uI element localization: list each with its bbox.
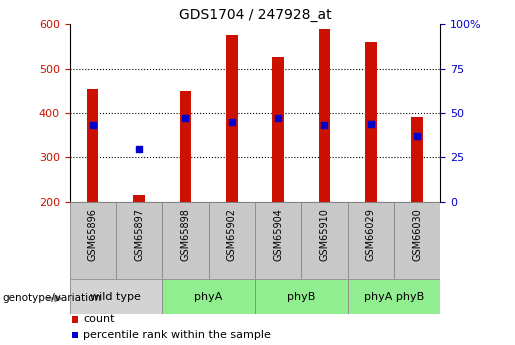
Text: genotype/variation: genotype/variation	[3, 294, 101, 303]
Text: phyA: phyA	[194, 292, 223, 302]
Bar	[365, 42, 376, 202]
Bar	[319, 29, 330, 202]
Bar	[255, 202, 301, 279]
Bar	[301, 202, 348, 279]
Point	[228, 119, 236, 125]
Text: GSM65896: GSM65896	[88, 208, 98, 261]
Text: count: count	[83, 315, 115, 325]
Bar	[209, 202, 255, 279]
Text: GSM65904: GSM65904	[273, 208, 283, 261]
Bar	[272, 58, 284, 202]
Point	[320, 123, 329, 128]
Bar	[348, 279, 440, 314]
Bar	[70, 202, 116, 279]
Bar	[116, 202, 162, 279]
Bar	[180, 91, 191, 202]
Text: phyB: phyB	[287, 292, 316, 302]
Bar	[133, 195, 145, 202]
Point	[135, 146, 143, 151]
Bar	[411, 117, 423, 202]
Bar	[162, 279, 255, 314]
Title: GDS1704 / 247928_at: GDS1704 / 247928_at	[179, 8, 331, 22]
Text: wild type: wild type	[91, 292, 141, 302]
Bar	[87, 89, 98, 202]
Bar	[255, 279, 348, 314]
Text: percentile rank within the sample: percentile rank within the sample	[83, 330, 271, 340]
Text: GSM65910: GSM65910	[319, 208, 330, 261]
Text: GSM65898: GSM65898	[180, 208, 191, 261]
Bar	[394, 202, 440, 279]
Text: GSM66030: GSM66030	[412, 208, 422, 261]
Point	[274, 116, 282, 121]
Bar	[70, 279, 162, 314]
Text: GSM66029: GSM66029	[366, 208, 376, 261]
Text: phyA phyB: phyA phyB	[364, 292, 424, 302]
Text: GSM65902: GSM65902	[227, 208, 237, 261]
Bar	[226, 35, 237, 202]
Point	[89, 123, 97, 128]
Point	[413, 133, 421, 139]
Bar	[162, 202, 209, 279]
Point	[367, 121, 375, 126]
Text: GSM65897: GSM65897	[134, 208, 144, 261]
Point	[181, 116, 190, 121]
Bar	[348, 202, 394, 279]
